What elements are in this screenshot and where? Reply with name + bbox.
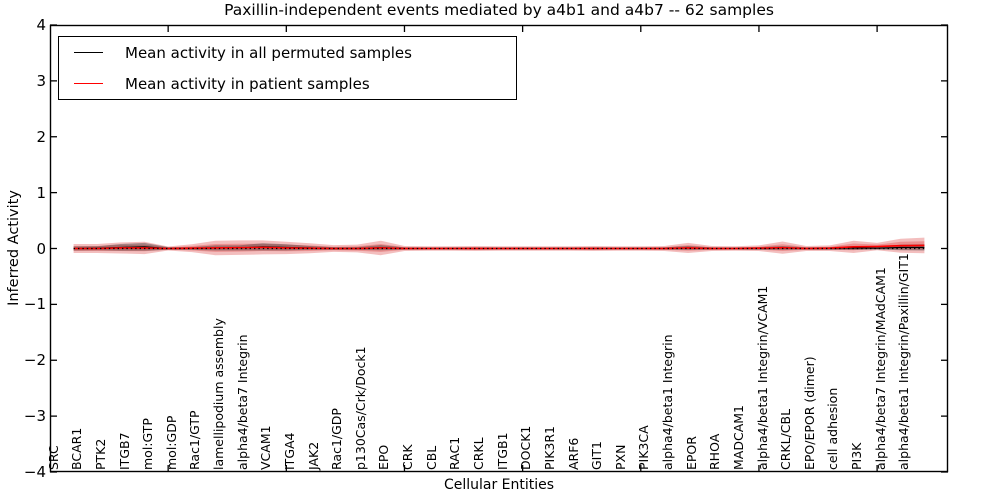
- legend-item-permuted: Mean activity in all permuted samples: [59, 40, 516, 66]
- x-tick-label: ARF6: [565, 437, 581, 470]
- y-tick-label: 1: [36, 183, 46, 202]
- x-tick-label: MADCAM1: [730, 405, 746, 470]
- x-tick-label: EPO/EPOR (dimer): [801, 356, 817, 470]
- x-tick-label: VCAM1: [258, 425, 274, 470]
- x-tick-label: CRKL: [471, 437, 486, 470]
- x-tick-label: alpha4/beta7 Integrin/MAdCAM1: [872, 267, 888, 470]
- x-tick-label: CRKL/CBL: [778, 408, 794, 470]
- x-tick-label: cell adhesion: [825, 387, 841, 470]
- x-tick-label: Rac1/GDP: [329, 408, 345, 470]
- x-tick-label: p130Cas/Crk/Dock1: [352, 346, 368, 470]
- x-tick-label: mol:GTP: [140, 418, 156, 470]
- band-patient-samples-spread-outer-: [73, 237, 925, 256]
- legend: Mean activity in all permuted samples Me…: [58, 36, 517, 100]
- legend-label-permuted: Mean activity in all permuted samples: [125, 43, 412, 62]
- x-tick-label: ITGB7: [116, 432, 132, 470]
- x-tick-label: Rac1/GTP: [187, 410, 203, 470]
- x-tick-label: PXN: [612, 444, 628, 470]
- x-tick-label: ITGB1: [494, 432, 510, 470]
- x-tick-label: DOCK1: [518, 425, 534, 470]
- y-tick-label: 3: [36, 71, 46, 90]
- x-tick-label: SRC: [45, 445, 61, 470]
- y-tick-label: −1: [23, 295, 46, 314]
- patient-line-sample: [74, 83, 103, 84]
- x-tick-label: RHOA: [707, 433, 723, 470]
- x-tick-label: alpha4/beta1 Integrin: [660, 334, 676, 470]
- x-tick-label: alpha4/beta7 Integrin: [234, 334, 250, 470]
- y-tick-label: 4: [36, 16, 46, 34]
- x-tick-label: alpha4/beta1 Integrin/VCAM1: [754, 285, 770, 470]
- y-tick-label: −2: [23, 351, 46, 370]
- x-tick-label: PIK3CA: [636, 425, 652, 470]
- x-tick-label: JAK2: [305, 441, 321, 470]
- y-tick-label: 0: [36, 239, 46, 258]
- x-tick-label: CRK: [400, 444, 416, 470]
- x-axis-label: Cellular Entities: [443, 477, 555, 493]
- legend-label-patient: Mean activity in patient samples: [125, 74, 370, 93]
- y-tick-label: 2: [36, 127, 46, 146]
- x-tick-label: EPO: [376, 444, 392, 470]
- x-tick-label: PTK2: [92, 438, 108, 470]
- x-tick-label: GIT1: [589, 441, 605, 470]
- y-tick-label: −4: [23, 463, 46, 481]
- x-tick-label: alpha4/beta1 Integrin/Paxillin/GIT1: [896, 253, 912, 470]
- permuted-line-sample: [74, 52, 103, 53]
- legend-item-patient: Mean activity in patient samples: [59, 71, 516, 97]
- x-tick-label: RAC1: [447, 436, 463, 470]
- x-tick-label: ITGA4: [281, 432, 297, 470]
- x-tick-label: EPOR: [683, 436, 699, 470]
- x-tick-label: lamellipodium assembly: [211, 318, 227, 470]
- chart-title: Paxillin-independent events mediated by …: [224, 1, 774, 19]
- x-tick-label: CBL: [423, 445, 439, 470]
- x-tick-label: PIK3R1: [541, 425, 557, 470]
- x-tick-label: BCAR1: [69, 427, 85, 470]
- x-tick-label: mol:GDP: [163, 415, 179, 470]
- x-tick-label: PI3K: [849, 442, 865, 470]
- y-tick-label: −3: [23, 407, 46, 426]
